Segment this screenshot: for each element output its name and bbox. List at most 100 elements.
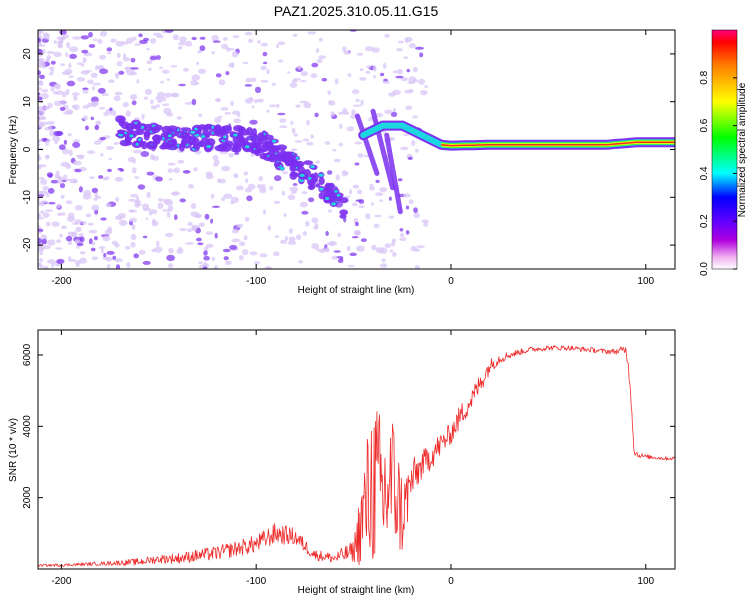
noise-blob (150, 105, 157, 110)
noise-blob (349, 252, 357, 257)
noise-blob (149, 154, 155, 160)
noise-blob (287, 71, 291, 74)
noise-blob (144, 88, 152, 95)
noise-blob (136, 79, 140, 84)
snr-series-line (38, 345, 675, 567)
noise-blob (223, 256, 229, 261)
noise-blob (93, 197, 98, 201)
noise-blob (238, 255, 244, 261)
noise-blob (82, 87, 89, 90)
noise-blob (236, 113, 241, 118)
noise-blob (342, 46, 347, 53)
noise-blob (141, 113, 145, 120)
noise-blob (38, 48, 43, 54)
noise-blob (100, 248, 104, 254)
noise-blob (232, 35, 240, 39)
noise-blob (59, 182, 66, 189)
noise-blob (106, 250, 115, 255)
noise-blob (106, 145, 115, 151)
noise-blob (203, 255, 210, 261)
noise-blob (333, 250, 341, 253)
ridge-blob (315, 183, 321, 188)
y-tick-label: 4000 (22, 415, 33, 438)
noise-blob (133, 253, 139, 259)
noise-blob (46, 121, 55, 125)
noise-blob (126, 262, 131, 268)
noise-blob (379, 247, 388, 254)
ridge-core (336, 193, 341, 197)
noise-blob (222, 248, 231, 253)
noise-blob (42, 105, 51, 110)
noise-blob (228, 62, 235, 68)
noise-blob (166, 211, 171, 218)
noise-blob (308, 197, 315, 203)
noise-blob (90, 72, 98, 79)
noise-blob (327, 170, 333, 175)
noise-blob (130, 57, 136, 63)
ridge-blob (264, 141, 270, 149)
noise-blob (302, 231, 308, 236)
noise-blob (384, 33, 390, 38)
noise-blob (251, 77, 257, 82)
noise-blob (302, 138, 310, 142)
ridge-core (325, 197, 330, 200)
noise-blob (125, 110, 131, 117)
ridge-blob (339, 209, 349, 216)
noise-blob (143, 37, 150, 42)
noise-blob (210, 218, 214, 224)
noise-blob (105, 203, 112, 208)
noise-blob (338, 111, 343, 115)
noise-blob (42, 48, 46, 54)
noise-blob (246, 195, 253, 202)
noise-blob (66, 80, 76, 87)
noise-blob (287, 241, 297, 245)
noise-blob (354, 162, 360, 166)
ridge-core (118, 133, 123, 137)
noise-blob (213, 265, 219, 269)
noise-blob (221, 165, 231, 172)
noise-blob (39, 258, 44, 263)
noise-blob (56, 258, 65, 264)
noise-blob (339, 257, 344, 261)
noise-blob (161, 69, 170, 74)
noise-blob (38, 237, 42, 244)
noise-blob (130, 67, 139, 70)
spectrogram-ylabel: Frequency (Hz) (8, 116, 19, 185)
noise-blob (197, 68, 207, 75)
noise-blob (178, 83, 186, 87)
noise-blob (381, 258, 386, 263)
noise-blob (156, 91, 166, 98)
noise-blob (388, 215, 395, 219)
noise-blob (262, 51, 268, 57)
noise-blob (107, 226, 113, 233)
noise-blob (292, 33, 298, 37)
noise-blob (392, 108, 397, 113)
ridge-blob (221, 143, 233, 152)
ridge-core (271, 139, 277, 143)
noise-blob (287, 194, 296, 201)
noise-blob (76, 77, 86, 82)
noise-blob (185, 242, 194, 245)
noise-blob (211, 256, 216, 261)
noise-blob (115, 197, 120, 202)
noise-blob (38, 70, 41, 76)
noise-blob (251, 105, 255, 109)
noise-blob (411, 140, 416, 146)
noise-blob (146, 191, 151, 199)
noise-blob (138, 249, 146, 255)
noise-blob (177, 41, 187, 46)
noise-blob (149, 56, 157, 61)
noise-blob (96, 65, 102, 70)
noise-blob (65, 51, 69, 58)
noise-blob (177, 46, 183, 50)
ridge-blob (267, 154, 279, 163)
noise-blob (122, 53, 127, 59)
noise-blob (115, 40, 124, 47)
ridge-blob (120, 121, 130, 129)
noise-blob (384, 109, 393, 114)
noise-blob (266, 68, 270, 75)
noise-blob (297, 65, 302, 70)
noise-blob (379, 199, 384, 202)
noise-blob (244, 84, 253, 87)
noise-blob (168, 247, 174, 254)
